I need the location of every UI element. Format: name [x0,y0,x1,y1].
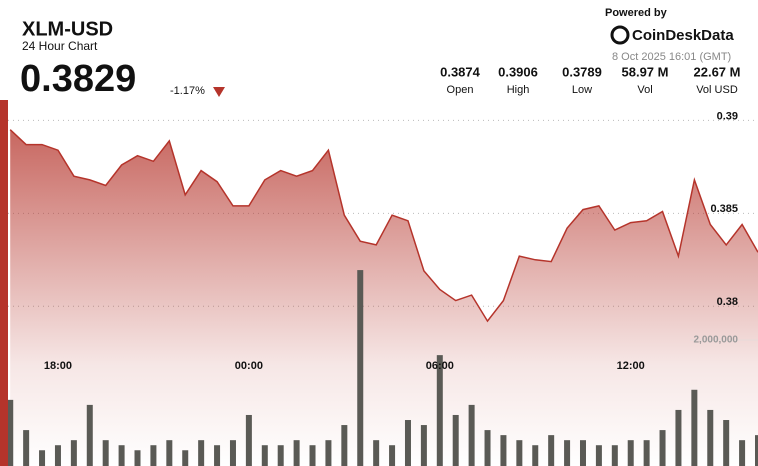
volume-bar [516,440,523,466]
volume-bar [102,440,109,466]
price-line [9,129,758,323]
volume-bar [595,445,602,466]
volume-bar [166,440,173,466]
volume-bar [357,270,364,466]
volume-bar [86,404,93,466]
x-tick-label: 18:00 [44,360,72,372]
volume-bar [293,440,300,466]
volume-bar [389,445,396,466]
edge-bar [0,100,8,466]
volume-bar [198,440,205,466]
stat-value: 0.3874 [440,64,481,79]
stats: 0.3874 Open 0.3906 High 0.3789 Low 58.97 M Vol 2… [440,64,740,95]
volume-bar [277,445,284,466]
brand: CoinDeskData [632,27,734,44]
stat-label: High [507,84,530,96]
volume-bar [245,414,252,466]
volume-bar [182,450,189,466]
volume-bar [643,440,650,466]
volume-bar [150,445,157,466]
stat-value: 58.97 M [622,64,669,79]
volume-bar [468,404,475,466]
volume-bar [54,445,61,466]
volume-bar [39,450,46,466]
volume-bar [707,409,714,466]
x-tick-label: 12:00 [617,360,645,372]
volume-bar [691,389,698,466]
volume-bar [214,445,221,466]
volume-bar [579,440,586,466]
volume-bar [341,425,348,466]
symbol: XLM-USD [22,18,113,40]
volume-bar [548,435,555,466]
price: 0.3829 [20,58,136,100]
volume-bar [739,440,746,466]
down-arrow [213,87,225,97]
volume-bar [309,445,316,466]
volume-bar [7,399,14,466]
stat-label: Low [572,84,592,96]
volume-bar [229,440,236,466]
y-tick-label: 0.385 [710,203,738,215]
y-tick-label: 0.39 [717,110,738,122]
y-tick-label: 0.38 [717,296,738,308]
volume-bar [261,445,268,466]
volume-bar [627,440,634,466]
x-tick-label: 00:00 [235,360,263,372]
volume-bar [532,445,539,466]
volume-bar [755,435,758,466]
volume-bar [436,355,443,466]
volume-bar [23,430,30,466]
stat-value: 0.3789 [562,64,602,79]
stat-label: Vol [637,84,652,96]
timestamp: 8 Oct 2025 16:01 (GMT) [612,51,731,63]
change: -1.17% [170,85,205,97]
x-tick-label: 06:00 [426,360,454,372]
volume-bar [404,420,411,466]
volume-bar [564,440,571,466]
volume-bar [420,425,427,466]
volume-bar [70,440,77,466]
stat-value: 0.3906 [498,64,538,79]
volume-bar [484,430,491,466]
volume-bar [611,445,618,466]
volume-bar [118,445,125,466]
plot-area: 0.38 0.385 0.39 2,000,000 18:00 00:00 06:00 12:… [7,110,758,466]
volume-bar [373,440,380,466]
powered-by: Powered by [605,7,668,19]
y2-tick-label: 2,000,000 [694,335,739,346]
volume-bar [500,435,507,466]
volume-bar [134,450,141,466]
volume-bar [675,409,682,466]
stat-label: Open [447,84,474,96]
volume-bar [452,414,459,466]
subtitle: 24 Hour Chart [22,39,98,53]
stat-label: Vol USD [696,84,738,96]
volume-bar [723,420,730,466]
volume-bar [325,440,332,466]
brand-icon [610,25,630,45]
area-fill [10,129,758,466]
stat-value: 22.67 M [694,64,741,79]
volume-bar [659,430,666,466]
